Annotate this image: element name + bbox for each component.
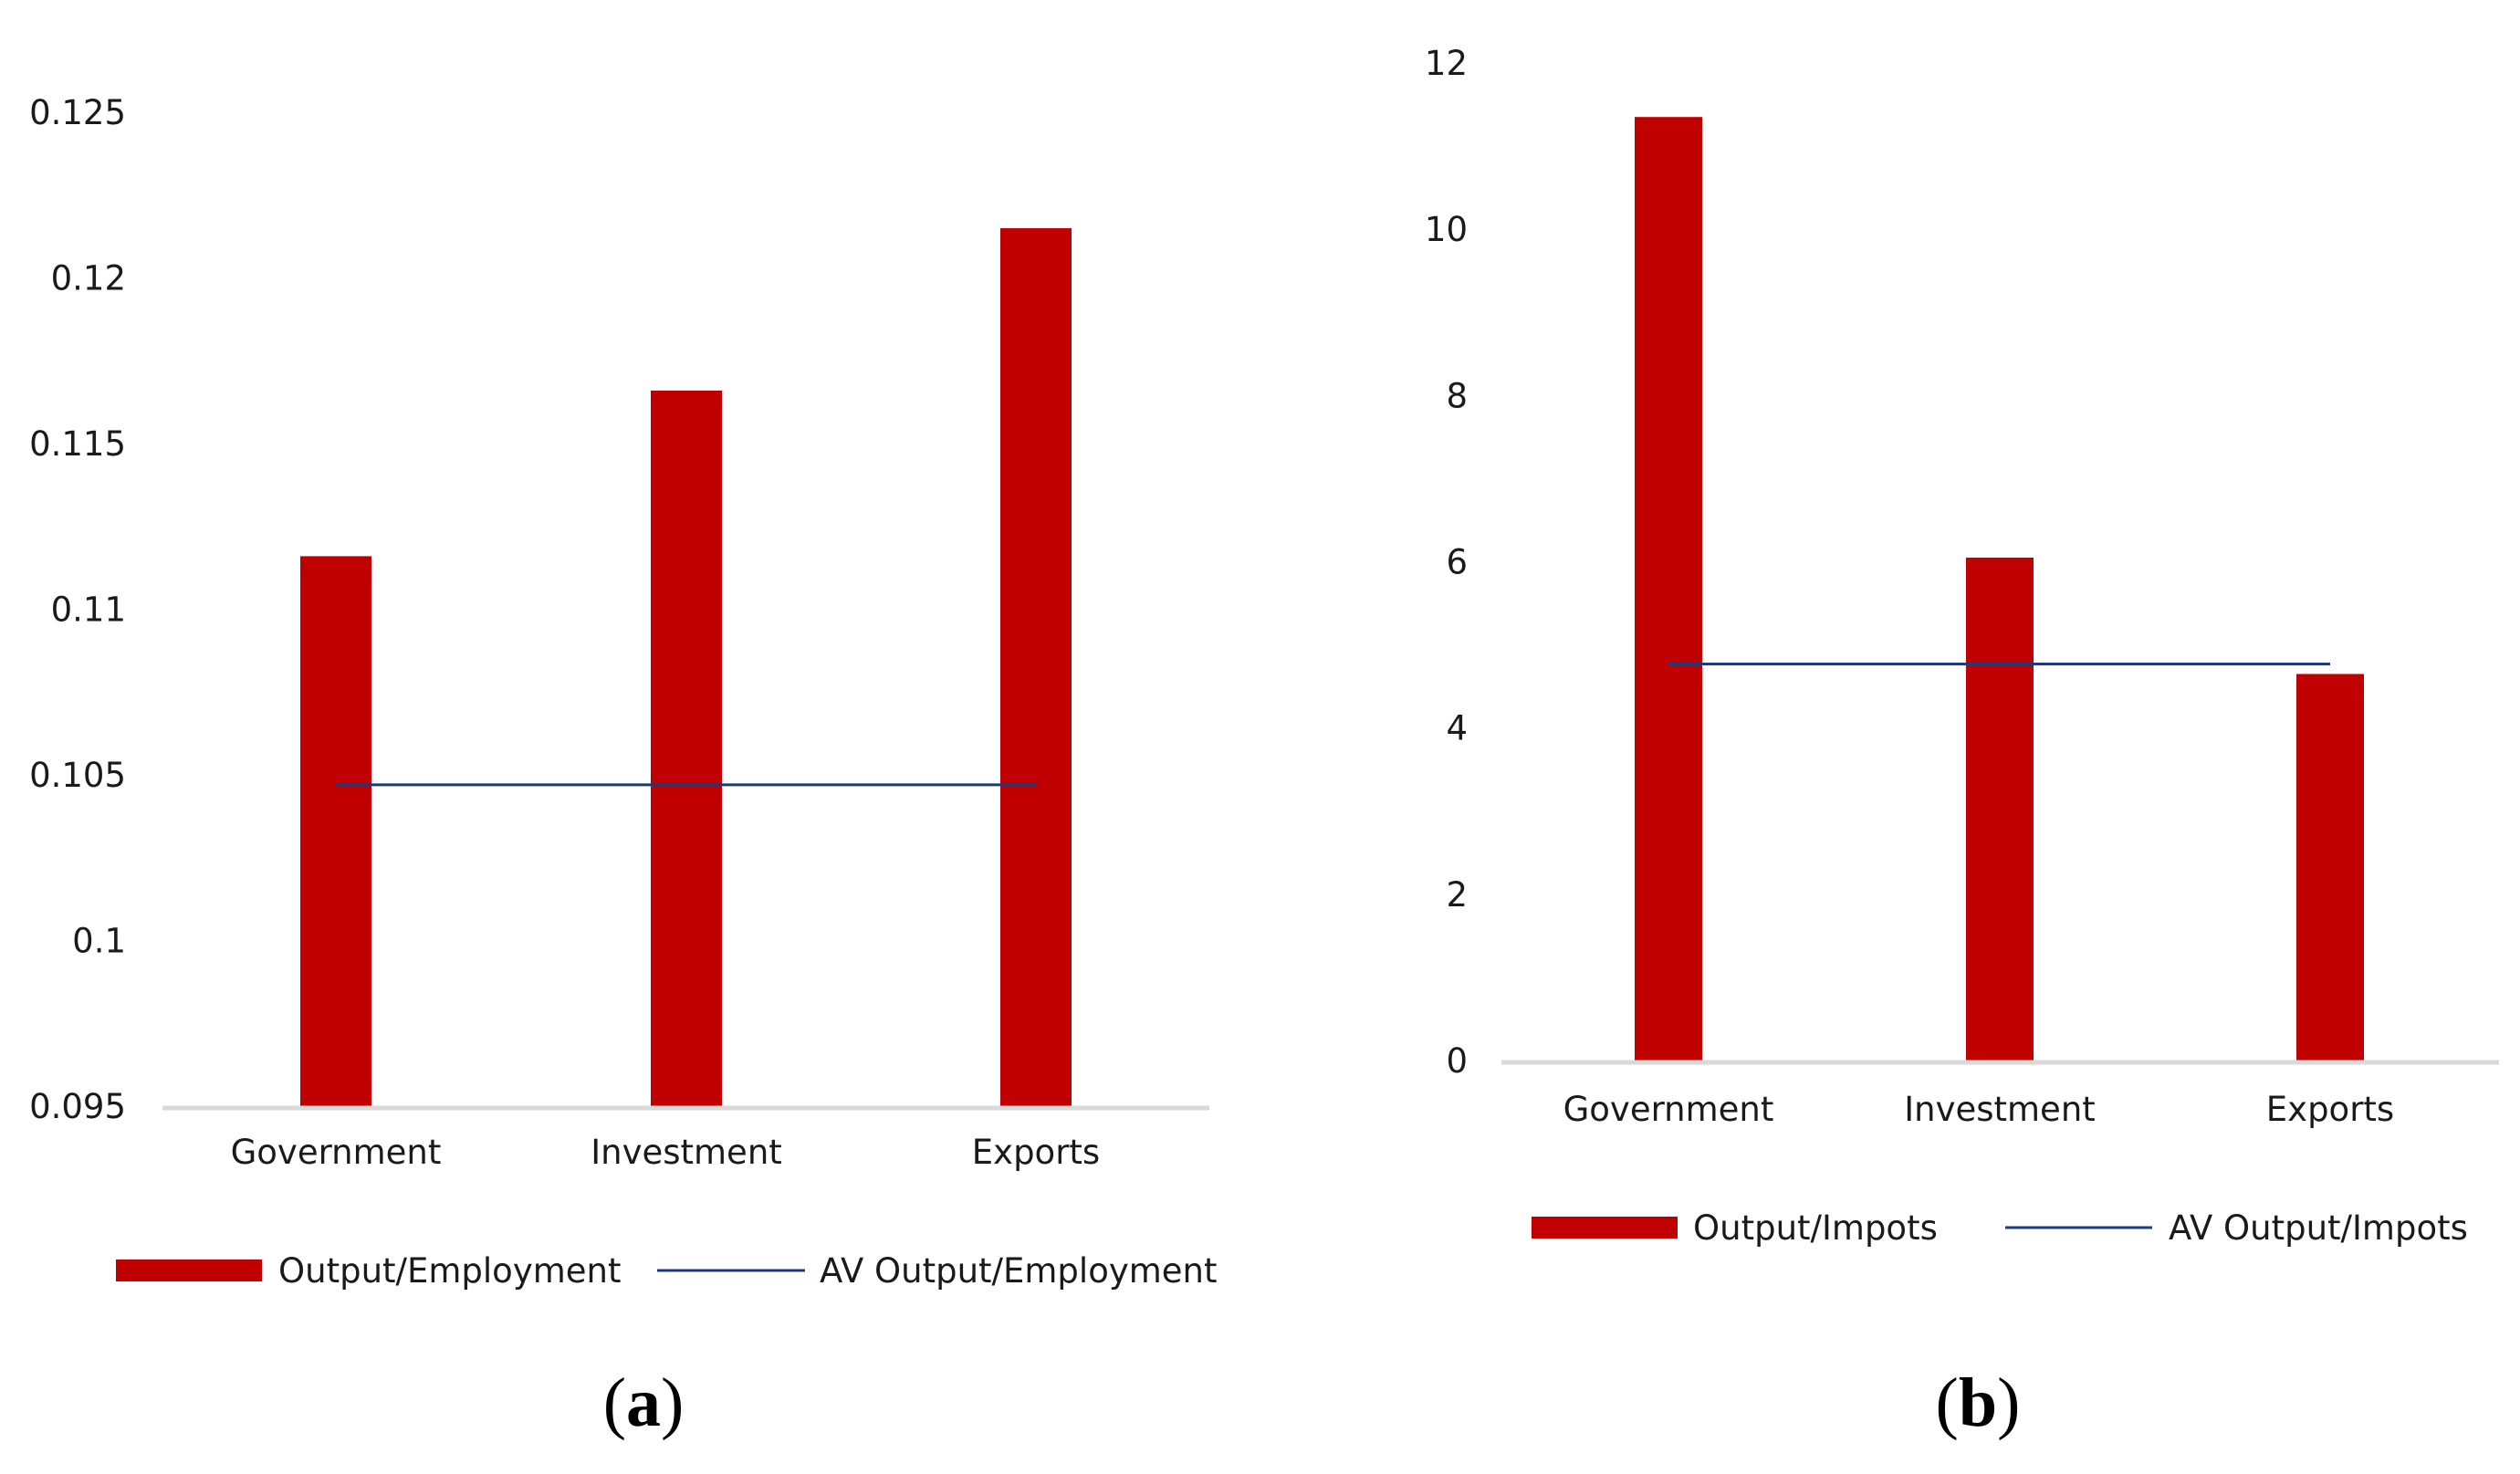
legend-label: Output/Employment <box>278 1251 621 1291</box>
bar <box>2296 674 2364 1061</box>
bar <box>1635 117 1702 1061</box>
bar <box>1966 557 2034 1061</box>
panel-letter: a <box>626 1364 661 1441</box>
x-tick-label: Investment <box>591 1133 782 1172</box>
x-tick-label: Exports <box>2266 1090 2394 1129</box>
panel-letter: b <box>1959 1364 1997 1441</box>
bar <box>300 556 371 1106</box>
y-tick-label: 0.1 <box>72 922 126 961</box>
x-tick-label: Government <box>1563 1090 1774 1129</box>
y-tick-label: 0.11 <box>51 591 126 630</box>
x-tick-label: Government <box>231 1133 442 1172</box>
y-tick-label: 0.125 <box>29 93 126 132</box>
y-tick-label: 4 <box>1446 709 1468 748</box>
chart-panel-b: 0 2 4 6 8 10 12 Government Investment Exports Outp… <box>1425 44 2499 1441</box>
y-tick-label: 0.115 <box>29 424 126 464</box>
y-tick-label: 8 <box>1446 376 1468 415</box>
chart-panel-a: 0.095 0.1 0.105 0.11 0.115 0.12 0.125 Governmen… <box>29 93 1217 1441</box>
legend-label: AV Output/Employment <box>820 1251 1218 1291</box>
y-tick-label: 0.105 <box>29 756 126 795</box>
panel-label: (a) <box>603 1364 685 1441</box>
bar <box>651 390 722 1106</box>
y-tick-label: 2 <box>1446 875 1468 915</box>
legend-label: AV Output/Impots <box>2169 1208 2468 1248</box>
legend-swatch-bar <box>116 1260 262 1281</box>
y-tick-label: 0.12 <box>51 259 126 298</box>
bar <box>1000 228 1072 1107</box>
legend-label: Output/Impots <box>1693 1208 1938 1248</box>
y-tick-label: 0 <box>1446 1041 1468 1081</box>
y-tick-label: 10 <box>1425 210 1468 249</box>
x-tick-label: Investment <box>1904 1090 2096 1129</box>
y-tick-label: 6 <box>1446 543 1468 582</box>
legend-swatch-bar <box>1532 1217 1678 1239</box>
y-tick-label: 12 <box>1425 44 1468 83</box>
y-tick-label: 0.095 <box>29 1087 126 1126</box>
x-tick-label: Exports <box>972 1133 1100 1172</box>
panel-label: (b) <box>1936 1364 2021 1441</box>
